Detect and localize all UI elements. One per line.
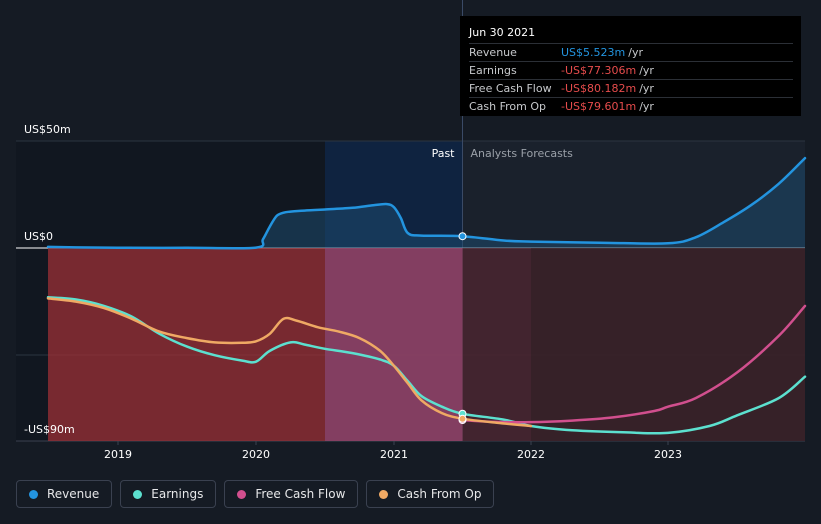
tooltip-label: Free Cash Flow	[469, 82, 552, 95]
past-label: Past	[432, 147, 456, 160]
negative-earnings-area-forecast-2	[531, 248, 805, 441]
legend-item-cash-from-op[interactable]: Cash From Op	[366, 480, 495, 508]
tooltip-row-free-cash-flow: Free Cash Flow -US$80.182m /yr	[469, 79, 793, 97]
tooltip-label: Earnings	[469, 64, 517, 77]
x-tick-label: 2020	[242, 448, 270, 461]
chart-labels: Past Analysts Forecasts US$50m US$0 -US$90…	[24, 123, 682, 461]
tooltip-value: -US$77.306m	[561, 64, 637, 77]
negative-earnings-area-highlight	[325, 248, 463, 441]
tooltip-value: -US$80.182m	[561, 82, 637, 95]
series-line-cash-from-op	[46, 297, 533, 428]
tooltip-value: -US$79.601m	[561, 100, 637, 113]
y-tick-label: -US$90m	[24, 423, 75, 436]
legend-label: Cash From Op	[397, 487, 482, 501]
tooltip-unit: /yr	[639, 100, 654, 113]
earnings-dot-icon	[133, 489, 143, 499]
tooltip-unit: /yr	[628, 46, 643, 59]
tooltip-date: Jun 30 2021	[469, 26, 536, 39]
data-tooltip: Jun 30 2021 Revenue US$5.523m /yr Earnin…	[460, 16, 801, 116]
legend-item-earnings[interactable]: Earnings	[120, 480, 217, 508]
revenue-dot-icon	[29, 489, 38, 499]
tooltip-unit: /yr	[639, 82, 654, 95]
revenue-area	[48, 158, 805, 249]
marker-cash-from-op	[458, 414, 467, 423]
x-tick-label: 2023	[654, 448, 682, 461]
legend-item-revenue[interactable]: Revenue	[16, 480, 113, 508]
legend-label: Free Cash Flow	[255, 487, 346, 501]
tooltip-row-cash-from-op: Cash From Op -US$79.601m /yr	[469, 97, 793, 115]
tooltip-label: Cash From Op	[469, 100, 547, 113]
series-line-free-cash-flow	[461, 304, 807, 424]
x-tick-label: 2021	[380, 448, 408, 461]
y-tick-label: US$50m	[24, 123, 71, 136]
chart-markers	[458, 232, 467, 424]
negative-earnings-area-forecast-1	[462, 248, 531, 441]
series-line-earnings	[46, 296, 807, 435]
tooltip-label: Revenue	[469, 46, 517, 59]
tooltip-row-earnings: Earnings -US$77.306m /yr	[469, 61, 793, 79]
y-tick-label: US$0	[24, 230, 53, 243]
legend-label: Revenue	[47, 487, 100, 501]
legend-label: Earnings	[151, 487, 204, 501]
series-line-revenue	[46, 156, 807, 250]
tooltip-unit: /yr	[639, 64, 654, 77]
tooltip-row-revenue: Revenue US$5.523m /yr	[469, 43, 793, 61]
chart-lines	[46, 156, 807, 435]
cash-from-op-dot-icon	[379, 489, 389, 499]
free-cash-flow-dot-icon	[237, 489, 247, 499]
chart-legend: Revenue Earnings Free Cash Flow Cash Fro…	[16, 480, 502, 508]
chart-areas	[48, 158, 805, 441]
tooltip-value: US$5.523m	[561, 46, 626, 59]
x-tick-label: 2022	[517, 448, 545, 461]
forecast-label: Analysts Forecasts	[471, 147, 574, 160]
marker-revenue	[458, 232, 467, 241]
x-tick-label: 2019	[104, 448, 132, 461]
legend-item-free-cash-flow[interactable]: Free Cash Flow	[224, 480, 359, 508]
